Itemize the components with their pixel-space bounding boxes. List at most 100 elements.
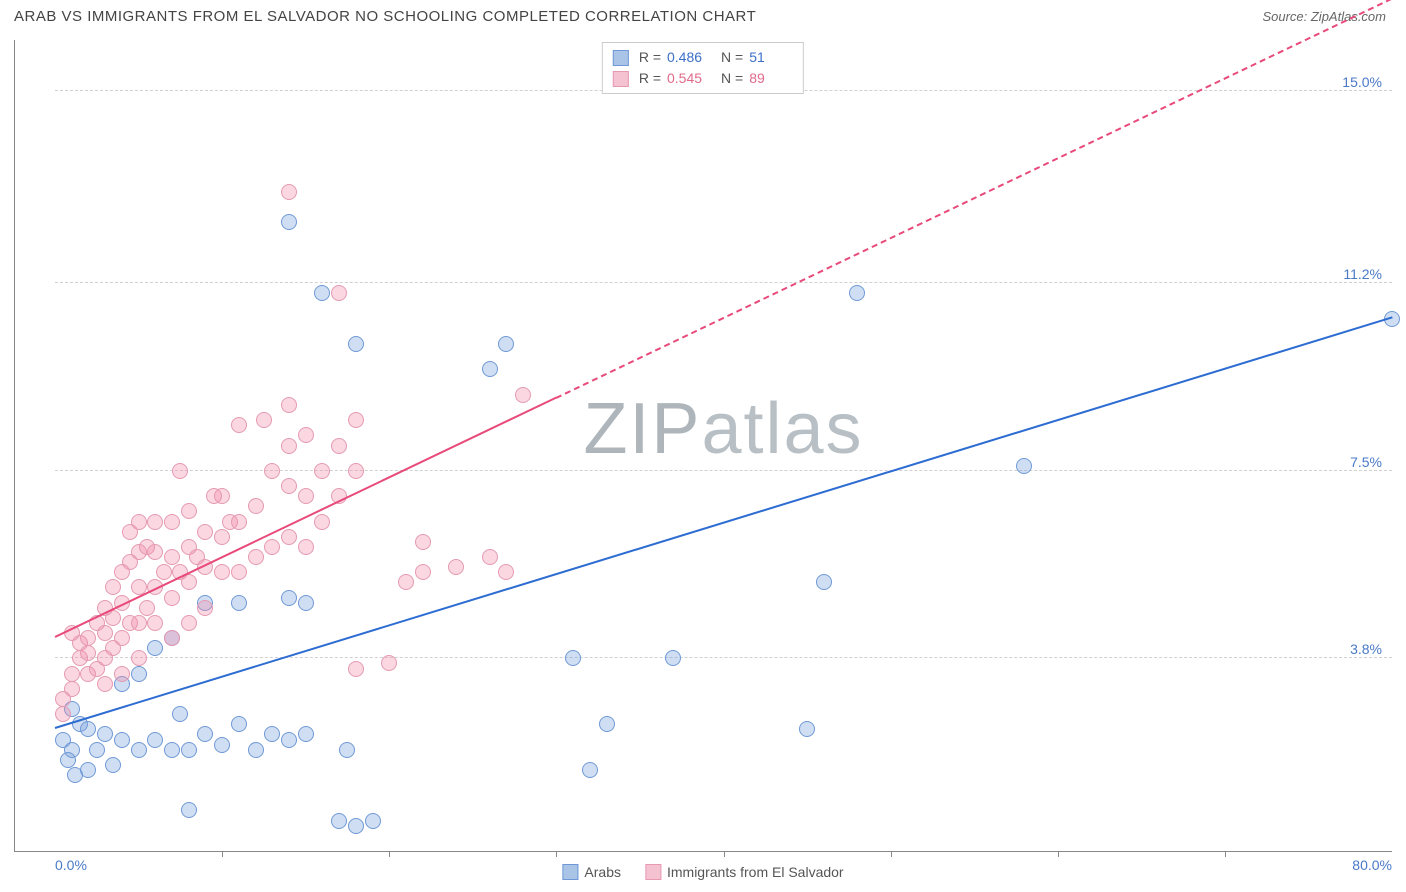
- scatter-point: [64, 681, 80, 697]
- scatter-point: [131, 666, 147, 682]
- stat-n-label: N =: [721, 47, 743, 68]
- scatter-point: [197, 524, 213, 540]
- y-tick-label: 7.5%: [1350, 454, 1382, 470]
- scatter-point: [482, 549, 498, 565]
- stats-legend-box: R = 0.486 N = 51 R = 0.545 N = 89: [602, 42, 804, 94]
- scatter-point: [164, 590, 180, 606]
- plot-area: ZIPatlas 3.8%7.5%11.2%15.0%: [55, 40, 1392, 851]
- chart-title: ARAB VS IMMIGRANTS FROM EL SALVADOR NO S…: [14, 8, 756, 25]
- scatter-point: [415, 534, 431, 550]
- scatter-point: [64, 666, 80, 682]
- scatter-point: [565, 650, 581, 666]
- scatter-point: [281, 732, 297, 748]
- scatter-point: [281, 438, 297, 454]
- stat-n-label: N =: [721, 68, 743, 89]
- gridline: [55, 282, 1392, 283]
- scatter-point: [164, 549, 180, 565]
- scatter-point: [114, 666, 130, 682]
- legend-label-elsalvador: Immigrants from El Salvador: [667, 864, 844, 880]
- legend-bottom: Arabs Immigrants from El Salvador: [562, 864, 843, 880]
- scatter-point: [348, 661, 364, 677]
- scatter-point: [248, 549, 264, 565]
- stats-row-arabs: R = 0.486 N = 51: [613, 47, 793, 68]
- scatter-point: [181, 503, 197, 519]
- scatter-point: [498, 336, 514, 352]
- scatter-point: [97, 625, 113, 641]
- scatter-point: [281, 478, 297, 494]
- scatter-point: [281, 397, 297, 413]
- scatter-point: [80, 762, 96, 778]
- scatter-point: [348, 818, 364, 834]
- watermark-part-b: atlas: [701, 389, 863, 469]
- scatter-point: [256, 412, 272, 428]
- stats-row-elsalvador: R = 0.545 N = 89: [613, 68, 793, 89]
- scatter-point: [1016, 458, 1032, 474]
- scatter-point: [164, 514, 180, 530]
- y-tick-label: 15.0%: [1342, 74, 1382, 90]
- trend-line: [55, 317, 1393, 729]
- scatter-point: [105, 579, 121, 595]
- stat-r-label: R =: [639, 68, 661, 89]
- scatter-point: [298, 427, 314, 443]
- scatter-point: [214, 529, 230, 545]
- scatter-point: [314, 463, 330, 479]
- scatter-point: [197, 726, 213, 742]
- legend-item-elsalvador: Immigrants from El Salvador: [645, 864, 844, 880]
- scatter-point: [80, 645, 96, 661]
- scatter-point: [248, 742, 264, 758]
- scatter-point: [365, 813, 381, 829]
- scatter-point: [281, 184, 297, 200]
- scatter-point: [482, 361, 498, 377]
- scatter-point: [264, 463, 280, 479]
- scatter-point: [181, 742, 197, 758]
- stat-r-value-elsalvador: 0.545: [667, 68, 711, 89]
- scatter-point: [197, 600, 213, 616]
- stat-n-value-elsalvador: 89: [749, 68, 793, 89]
- scatter-point: [281, 214, 297, 230]
- scatter-point: [55, 706, 71, 722]
- watermark-part-a: ZIP: [583, 389, 701, 469]
- scatter-point: [164, 742, 180, 758]
- x-axis-max-label: 80.0%: [1352, 857, 1392, 873]
- legend-item-arabs: Arabs: [562, 864, 621, 880]
- scatter-point: [172, 706, 188, 722]
- scatter-point: [799, 721, 815, 737]
- scatter-point: [348, 336, 364, 352]
- scatter-point: [147, 544, 163, 560]
- source-prefix: Source:: [1262, 9, 1310, 24]
- scatter-point: [89, 742, 105, 758]
- scatter-point: [156, 564, 172, 580]
- scatter-point: [214, 564, 230, 580]
- scatter-point: [281, 529, 297, 545]
- scatter-point: [849, 285, 865, 301]
- scatter-point: [348, 412, 364, 428]
- scatter-point: [381, 655, 397, 671]
- scatter-point: [665, 650, 681, 666]
- stat-r-label: R =: [639, 47, 661, 68]
- scatter-point: [114, 732, 130, 748]
- scatter-point: [131, 615, 147, 631]
- scatter-point: [231, 564, 247, 580]
- scatter-point: [331, 813, 347, 829]
- scatter-point: [331, 285, 347, 301]
- x-axis-min-label: 0.0%: [55, 857, 87, 873]
- scatter-point: [147, 640, 163, 656]
- scatter-point: [80, 721, 96, 737]
- x-tick: [389, 851, 390, 857]
- scatter-point: [298, 726, 314, 742]
- scatter-point: [139, 600, 155, 616]
- scatter-point: [248, 498, 264, 514]
- scatter-point: [131, 742, 147, 758]
- stat-r-value-arabs: 0.486: [667, 47, 711, 68]
- scatter-point: [498, 564, 514, 580]
- scatter-point: [164, 630, 180, 646]
- scatter-point: [231, 514, 247, 530]
- scatter-point: [264, 539, 280, 555]
- scatter-point: [181, 615, 197, 631]
- scatter-point: [131, 650, 147, 666]
- scatter-point: [214, 737, 230, 753]
- scatter-point: [147, 514, 163, 530]
- scatter-point: [348, 463, 364, 479]
- swatch-arabs-icon: [562, 864, 578, 880]
- scatter-point: [147, 615, 163, 631]
